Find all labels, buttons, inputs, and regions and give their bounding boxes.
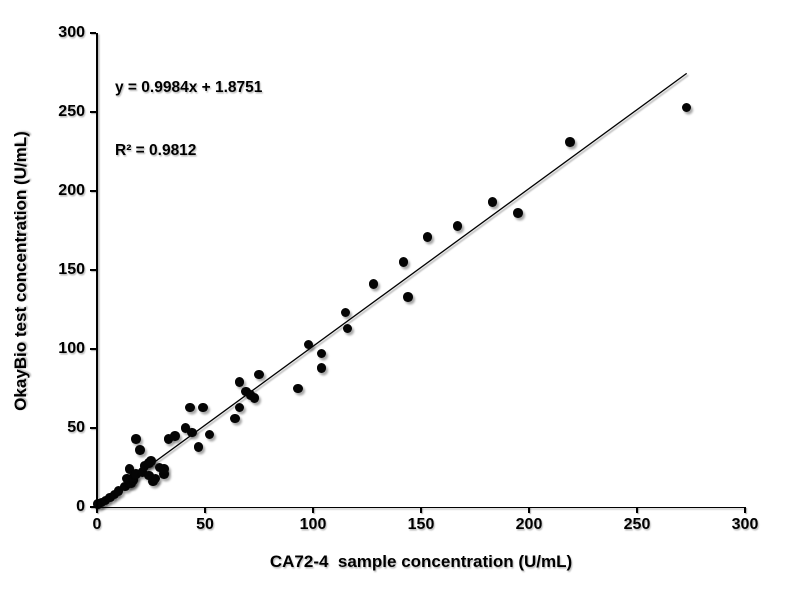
data-point	[180, 423, 191, 433]
data-point	[113, 486, 124, 496]
x-tick-mark	[312, 507, 314, 513]
y-tick-label: 50	[67, 419, 85, 436]
y-tick-label: 200	[58, 182, 85, 199]
data-point	[198, 402, 208, 413]
y-tick-label: 0	[76, 498, 85, 515]
data-point	[234, 377, 245, 387]
data-point	[187, 427, 197, 438]
regression-annotation: y = 0.9984x + 1.8751 R² = 0.9812	[115, 35, 262, 203]
data-point	[122, 473, 132, 484]
y-tick-mark	[90, 506, 96, 508]
data-point	[193, 442, 204, 452]
x-tick-label: 250	[623, 516, 651, 533]
data-point	[422, 232, 433, 242]
x-tick-mark	[744, 507, 746, 513]
data-point	[131, 469, 141, 479]
data-point	[150, 473, 161, 484]
y-tick-label: 300	[58, 24, 85, 41]
data-point	[452, 221, 463, 231]
data-point	[316, 363, 327, 373]
data-point	[254, 369, 264, 380]
y-tick-label: 100	[58, 340, 85, 357]
y-tick-mark	[90, 32, 96, 34]
data-point	[513, 208, 523, 218]
data-point	[342, 323, 353, 334]
data-point	[303, 339, 314, 349]
regression-equation: y = 0.9984x + 1.8751	[115, 79, 263, 96]
y-tick-mark	[90, 111, 96, 113]
x-tick-label: 300	[731, 516, 759, 533]
x-axis-title: CA72-4 sample concentration (U/mL)	[269, 552, 573, 571]
x-tick-label: 100	[299, 516, 327, 533]
data-point	[565, 137, 575, 147]
data-point	[398, 257, 409, 267]
data-point	[230, 413, 240, 424]
y-axis-line	[96, 33, 98, 508]
regression-r-squared: R² = 0.9812	[115, 142, 197, 159]
y-tick-label: 150	[58, 261, 85, 278]
data-point	[204, 429, 215, 440]
data-point	[120, 481, 130, 492]
data-point	[403, 292, 413, 302]
y-tick-label: 250	[58, 103, 85, 120]
data-point	[163, 434, 174, 444]
x-tick-mark	[96, 507, 98, 513]
data-point	[170, 431, 180, 441]
y-tick-mark	[90, 190, 96, 192]
plot-area: 0 50 100 150 200 250 300 0 50 100 150 200 250 300 y …	[58, 24, 758, 533]
data-point	[234, 402, 245, 413]
x-tick-mark	[204, 507, 206, 513]
data-point	[249, 393, 260, 403]
data-point	[137, 467, 148, 477]
y-axis-title: OkayBio test concentration (U/mL)	[11, 131, 30, 411]
data-point	[124, 464, 135, 474]
data-point	[185, 402, 195, 413]
data-point	[159, 464, 169, 474]
x-tick-mark	[528, 507, 530, 513]
x-tick-label: 150	[407, 516, 435, 533]
x-tick-label: 0	[92, 516, 102, 533]
y-tick-mark	[90, 348, 96, 350]
data-point	[135, 445, 145, 455]
x-tick-mark	[420, 507, 422, 513]
data-point	[105, 492, 115, 503]
data-point	[144, 470, 154, 481]
x-tick-label: 50	[196, 516, 214, 533]
data-point	[368, 279, 379, 289]
data-point	[316, 348, 327, 359]
data-point	[146, 456, 156, 466]
data-point	[487, 197, 498, 207]
data-point	[293, 383, 303, 394]
data-point	[131, 434, 141, 444]
data-point	[340, 307, 351, 318]
x-tick-label: 200	[515, 516, 543, 533]
x-tick-mark	[636, 507, 638, 513]
data-point	[681, 102, 692, 112]
y-tick-mark	[90, 269, 96, 271]
y-tick-mark	[90, 427, 96, 429]
